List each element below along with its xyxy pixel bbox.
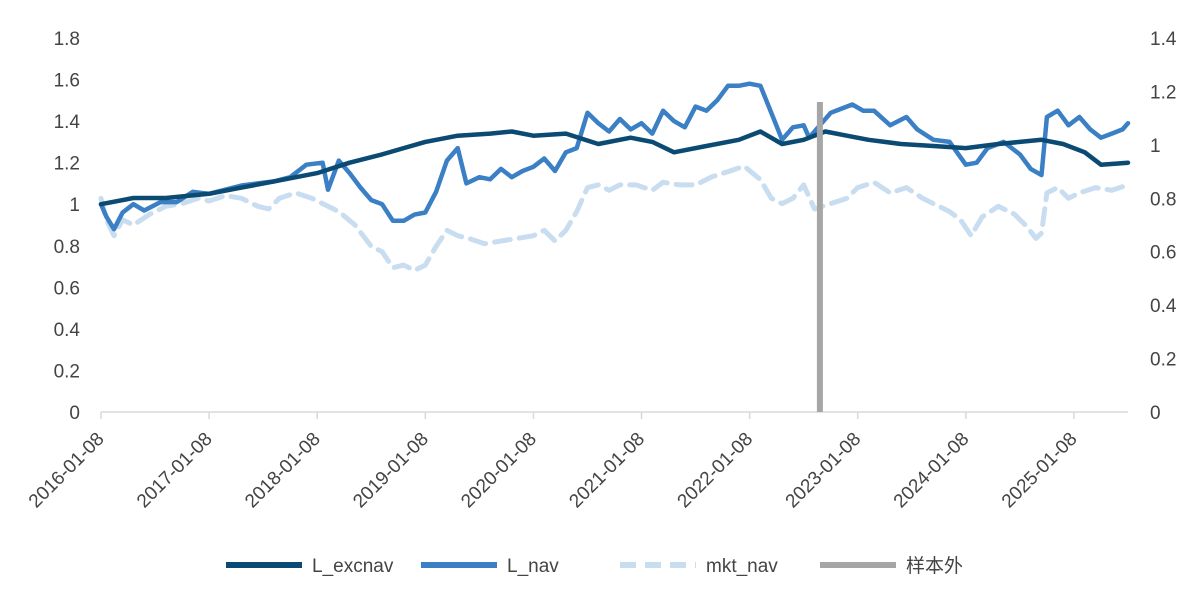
x-tick-label: 2019-01-08 <box>349 429 433 513</box>
x-tick-label: 2020-01-08 <box>457 429 541 513</box>
x-tick-label: 2016-01-08 <box>25 429 109 513</box>
y-left-tick-label: 0 <box>69 403 80 424</box>
x-tick-label: 2024-01-08 <box>890 429 974 513</box>
y-right-tick-label: 0.8 <box>1150 189 1176 210</box>
x-axis-ticks: 2016-01-08 2017-01-08 2018-01-08 2019-01-08… <box>25 412 1082 513</box>
y-left-tick-label: 1 <box>69 195 80 216</box>
series-line-l-excnav <box>98 129 1131 207</box>
x-tick-label: 2021-01-08 <box>565 429 649 513</box>
y-left-tick-label: 0.8 <box>54 237 80 258</box>
y-right-tick-label: 0.4 <box>1150 296 1177 317</box>
y-left-tick-label: 0.6 <box>54 278 80 299</box>
y-right-tick-label: 0.6 <box>1150 243 1176 264</box>
y-left-tick-label: 1.2 <box>54 154 80 175</box>
y-left-tick-label: 0.2 <box>54 361 80 382</box>
y-right-tick-label: 0.2 <box>1150 350 1176 371</box>
x-tick-label: 2017-01-08 <box>133 429 217 513</box>
y-right-tick-label: 0 <box>1150 403 1161 424</box>
y-left-tick-label: 1.8 <box>54 29 80 50</box>
y-left-tick-label: 1.6 <box>54 71 80 92</box>
legend: L_excnav L_nav mkt_nav 样本外 <box>226 555 963 577</box>
series-line-l-nav <box>98 81 1131 232</box>
series-line-mkt-nav <box>98 163 1131 273</box>
x-tick-label: 2023-01-08 <box>782 429 866 513</box>
plot-area <box>98 81 1131 273</box>
y-axis-right: 0 0.2 0.4 0.6 0.8 1 1.2 1.4 <box>1150 29 1177 424</box>
legend-label: mkt_nav <box>706 556 778 577</box>
y-left-tick-label: 1.4 <box>54 112 81 133</box>
y-right-tick-label: 1.4 <box>1150 29 1177 50</box>
legend-label: L_excnav <box>312 556 394 577</box>
y-left-tick-label: 0.4 <box>54 320 81 341</box>
x-tick-label: 2022-01-08 <box>674 429 758 513</box>
x-tick-label: 2025-01-08 <box>998 429 1082 513</box>
legend-label: 样本外 <box>906 555 963 577</box>
x-tick-label: 2018-01-08 <box>241 429 325 513</box>
y-right-tick-label: 1.2 <box>1150 82 1176 103</box>
y-axis-left: 0 0.2 0.4 0.6 0.8 1 1.2 1.4 1.6 1.8 <box>54 29 81 424</box>
legend-label: L_nav <box>507 556 559 577</box>
y-right-tick-label: 1 <box>1150 136 1161 157</box>
